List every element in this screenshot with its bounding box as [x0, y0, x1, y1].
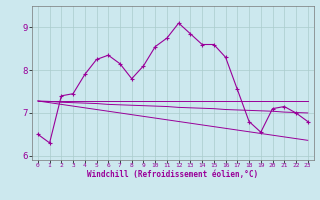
X-axis label: Windchill (Refroidissement éolien,°C): Windchill (Refroidissement éolien,°C) — [87, 170, 258, 179]
